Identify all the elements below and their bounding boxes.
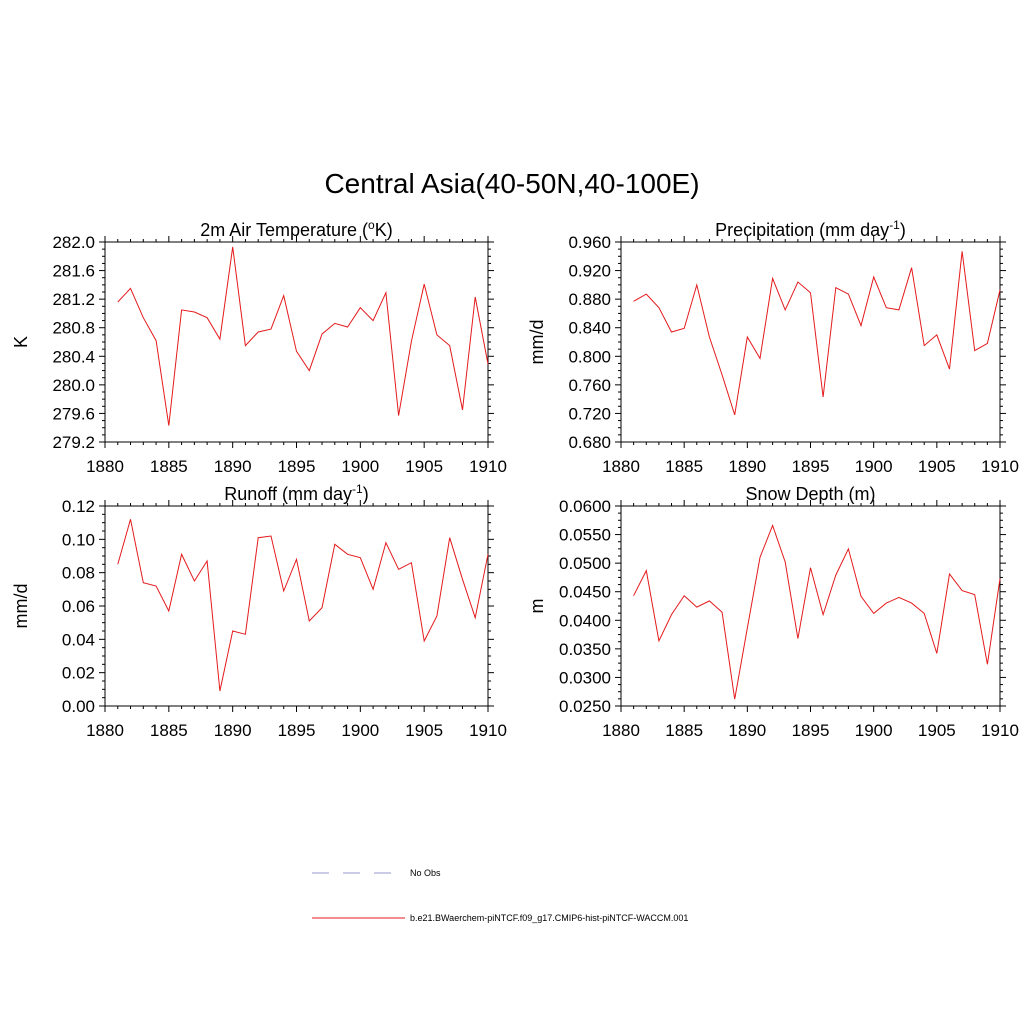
y-tick-label: 279.6 [52, 404, 95, 423]
x-tick-label: 1880 [86, 721, 124, 740]
legend-obs-label: No Obs [410, 868, 441, 878]
y-axis-label: m [527, 599, 547, 614]
y-tick-label: 0.12 [62, 497, 95, 516]
chart-panel-2: Precipitation (mm day-1) 0.960 0.920 0.880 0… [527, 218, 1019, 476]
x-tick-label: 1900 [855, 457, 893, 476]
chart-panel-1: 2m Air Temperature (oK) 282.0 281.6 281.2 28… [11, 218, 507, 476]
page-title: Central Asia(40-50N,40-100E) [324, 168, 700, 199]
y-tick-label: 281.2 [52, 290, 95, 309]
chart-panels: 2m Air Temperature (oK) 282.0 281.6 281.2 28… [11, 218, 1019, 740]
y-tick-label: 0.840 [568, 319, 611, 338]
y-tick-label: 0.02 [62, 664, 95, 683]
y-tick-label: 280.4 [52, 347, 95, 366]
x-tick-label: 1910 [469, 721, 507, 740]
series-line [633, 251, 1001, 416]
y-tick-label: 280.8 [52, 319, 95, 338]
x-tick-label: 1890 [214, 721, 252, 740]
x-tick-label: 1910 [981, 457, 1019, 476]
legend: No Obs b.e21.BWaerchem-piNTCF.f09_g17.CM… [312, 868, 688, 923]
y-tick-label: 0.0350 [559, 640, 611, 659]
x-tick-label: 1900 [341, 721, 379, 740]
x-tick-label: 1890 [214, 457, 252, 476]
x-tick-label: 1890 [728, 721, 766, 740]
y-axis-label: mm/d [527, 320, 547, 365]
y-tick-label: 0.920 [568, 262, 611, 281]
y-tick-label: 0.0250 [559, 697, 611, 716]
y-tick-label: 0.08 [62, 564, 95, 583]
x-tick-label: 1900 [341, 457, 379, 476]
x-tick-label: 1890 [728, 457, 766, 476]
y-tick-label: 0.760 [568, 376, 611, 395]
y-tick-label: 282.0 [52, 233, 95, 252]
x-tick-label: 1910 [469, 457, 507, 476]
y-tick-label: 0.680 [568, 433, 611, 452]
panel-title: Precipitation (mm day-1) [715, 218, 906, 240]
x-tick-label: 1905 [405, 457, 443, 476]
y-tick-label: 281.6 [52, 262, 95, 281]
series-line [633, 523, 1001, 700]
x-tick-label: 1880 [602, 457, 640, 476]
y-tick-label: 0.06 [62, 597, 95, 616]
panel-title: Runoff (mm day-1) [224, 482, 368, 504]
x-tick-label: 1895 [792, 457, 830, 476]
panel-title: 2m Air Temperature (oK) [200, 218, 392, 240]
series-line [117, 246, 489, 426]
y-tick-label: 0.10 [62, 530, 95, 549]
y-tick-label: 0.00 [62, 697, 95, 716]
y-tick-label: 0.04 [62, 630, 95, 649]
x-tick-label: 1895 [278, 721, 316, 740]
y-tick-label: 0.720 [568, 404, 611, 423]
plot-frame [104, 505, 489, 707]
panel-title: Snow Depth (m) [745, 484, 875, 504]
x-tick-label: 1895 [792, 721, 830, 740]
y-tick-label: 0.0400 [559, 611, 611, 630]
y-axis-label: mm/d [11, 584, 31, 629]
y-axis-label: K [11, 336, 31, 348]
chart-panel-4: Snow Depth (m) 0.0600 0.0550 0.0500 0.0450 0.… [527, 484, 1019, 740]
y-tick-label: 0.960 [568, 233, 611, 252]
x-tick-label: 1880 [602, 721, 640, 740]
series-line [117, 519, 489, 692]
chart-panel-3: Runoff (mm day-1) 0.12 0.10 0.08 0.06 0.04 0.0… [11, 482, 507, 740]
x-tick-label: 1905 [918, 457, 956, 476]
x-tick-label: 1900 [855, 721, 893, 740]
y-tick-label: 0.0450 [559, 583, 611, 602]
y-tick-label: 0.0300 [559, 668, 611, 687]
x-tick-label: 1885 [150, 457, 188, 476]
y-tick-label: 0.0550 [559, 526, 611, 545]
y-tick-label: 280.0 [52, 376, 95, 395]
legend-series-label: b.e21.BWaerchem-piNTCF.f09_g17.CMIP6-his… [410, 913, 688, 923]
x-tick-label: 1885 [665, 721, 703, 740]
x-tick-label: 1880 [86, 457, 124, 476]
y-tick-label: 0.0500 [559, 554, 611, 573]
y-tick-label: 0.0600 [559, 497, 611, 516]
x-tick-label: 1905 [918, 721, 956, 740]
x-tick-label: 1910 [981, 721, 1019, 740]
x-tick-label: 1885 [665, 457, 703, 476]
y-tick-label: 279.2 [52, 433, 95, 452]
x-tick-label: 1885 [150, 721, 188, 740]
y-tick-label: 0.800 [568, 347, 611, 366]
y-tick-label: 0.880 [568, 290, 611, 309]
plot-frame [620, 241, 1001, 443]
x-tick-label: 1895 [278, 457, 316, 476]
x-tick-label: 1905 [405, 721, 443, 740]
plot-frame [104, 241, 489, 443]
